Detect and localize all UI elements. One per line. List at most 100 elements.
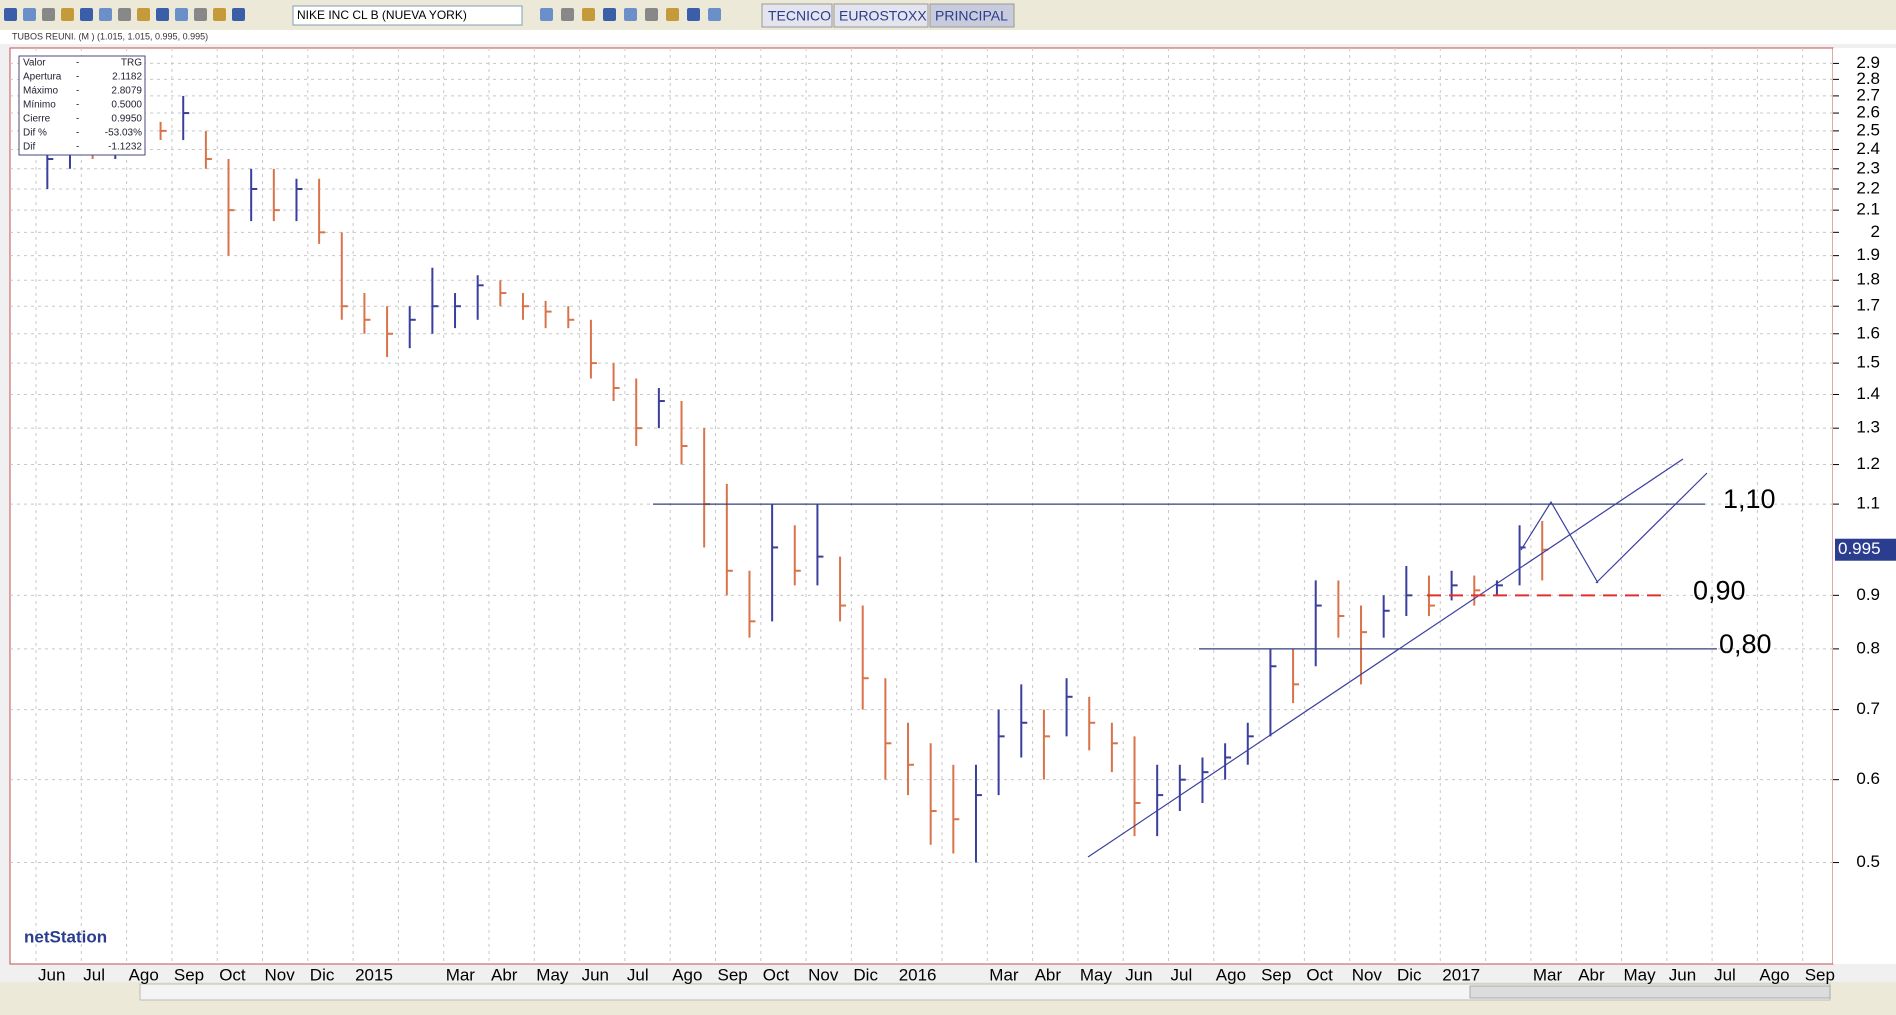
y-tick-label: 1.3	[1856, 418, 1880, 437]
x-tick-label: May	[1080, 965, 1113, 984]
info-value: -53.03%	[105, 128, 142, 139]
level-label: 0,80	[1719, 629, 1772, 659]
symbol-text: NIKE INC CL B (NUEVA YORK)	[297, 8, 467, 22]
toolbar-icon	[61, 8, 74, 21]
toolbar-icon	[582, 8, 595, 21]
tab-label: EUROSTOXX	[839, 8, 927, 24]
y-tick-label: 1.7	[1856, 296, 1880, 315]
info-label: Valor	[23, 58, 46, 69]
x-tick-label: 2015	[355, 965, 393, 984]
y-tick-label: 2.7	[1856, 85, 1880, 104]
tab-active[interactable]	[929, 3, 1015, 28]
levels: 1,10 0,90 0,80	[653, 484, 1776, 659]
x-tick-label: Ago	[1759, 965, 1789, 984]
info-label: Apertura	[23, 72, 62, 83]
toolbar-icon	[194, 8, 207, 21]
info-label: Mínimo	[23, 100, 56, 111]
toolbar-icon	[687, 8, 700, 21]
x-tick-label: 2016	[899, 965, 937, 984]
x-tick-label: Oct	[763, 965, 790, 984]
info-box-frame	[18, 55, 146, 156]
toolbar-icon	[645, 8, 658, 21]
y-tick-label: 2	[1871, 222, 1880, 241]
x-tick-label: Jun	[38, 965, 65, 984]
x-tick-label: Dic	[853, 965, 878, 984]
x-tick-label: Jul	[1171, 965, 1193, 984]
x-tick-label: Jun	[1669, 965, 1696, 984]
price-tag	[1835, 538, 1896, 561]
x-tick-label: May	[1624, 965, 1657, 984]
x-tick-label: Oct	[1306, 965, 1333, 984]
x-tick-label: Ago	[129, 965, 159, 984]
y-tick-label: 0.8	[1856, 638, 1880, 657]
trend-lines	[1087, 458, 1708, 858]
x-tick-label: Nov	[265, 965, 296, 984]
level-label: 0,90	[1693, 575, 1746, 605]
toolbar-icon	[213, 8, 226, 21]
info-sep: -	[76, 72, 79, 83]
x-tick-label: Sep	[174, 965, 204, 984]
toolbar-icon	[80, 8, 93, 21]
info-sep: -	[76, 142, 79, 153]
y-tick-label: 2.5	[1856, 120, 1880, 139]
y-tick-label: 2.3	[1856, 158, 1880, 177]
toolbar-icon	[118, 8, 131, 21]
scroll-thumb[interactable]	[1469, 985, 1831, 999]
tab[interactable]	[833, 3, 929, 28]
toolbar-icon	[175, 8, 188, 21]
y-tick-label: 1.5	[1856, 353, 1880, 372]
y-tick-label: 1.1	[1856, 494, 1880, 513]
toolbar-icon	[561, 8, 574, 21]
x-tick-label: Abr	[1578, 965, 1605, 984]
toolbar-icon	[666, 8, 679, 21]
toolbar-icons	[4, 8, 721, 21]
toolbar-icon	[624, 8, 637, 21]
symbol-input[interactable]	[292, 5, 523, 26]
y-tick-label: 2.1	[1856, 200, 1880, 219]
y-tick-label: 1.9	[1856, 245, 1880, 264]
y-tick-label: 0.9	[1856, 585, 1880, 604]
x-tick-label: Sep	[1805, 965, 1835, 984]
info-sep: -	[76, 128, 79, 139]
x-tick-label: 2017	[1442, 965, 1480, 984]
x-tick-label: Dic	[310, 965, 335, 984]
toolbar-icon	[603, 8, 616, 21]
x-tick-label: Nov	[1352, 965, 1383, 984]
x-tick-label: Jun	[582, 965, 609, 984]
x-tick-label: Sep	[718, 965, 748, 984]
y-tick-label: 2.4	[1856, 139, 1880, 158]
y-tick-label: 2.6	[1856, 103, 1880, 122]
info-sep: -	[76, 86, 79, 97]
info-label: Máximo	[23, 86, 58, 97]
grid	[10, 48, 1839, 964]
plot-area	[9, 47, 1834, 965]
info-box	[18, 55, 146, 156]
info-value: 0.9950	[111, 114, 142, 125]
toolbar-icon	[540, 8, 553, 21]
x-tick-label: Dic	[1397, 965, 1422, 984]
x-tick-label: Jul	[1714, 965, 1736, 984]
info-value: 2.8079	[111, 86, 142, 97]
x-tick-label: Jun	[1125, 965, 1152, 984]
level-label: 1,10	[1723, 484, 1776, 514]
y-tick-label: 0.7	[1856, 699, 1880, 718]
tab[interactable]	[761, 3, 833, 28]
toolbar-icon	[23, 8, 36, 21]
info-value: 0.5000	[111, 100, 142, 111]
x-tick-label: Mar	[446, 965, 476, 984]
y-tick-label: 2.9	[1856, 53, 1880, 72]
y-axis-area	[1833, 48, 1896, 964]
toolbar-icon	[99, 8, 112, 21]
x-tick-label: Nov	[808, 965, 839, 984]
y-tick-label: 2.2	[1856, 178, 1880, 197]
x-tick-label: Abr	[491, 965, 518, 984]
y-tick-label: 0.5	[1856, 852, 1880, 871]
x-tick-label: Mar	[1533, 965, 1563, 984]
x-tick-label: Ago	[1216, 965, 1246, 984]
x-tick-label: Jul	[627, 965, 649, 984]
x-tick-label: Mar	[989, 965, 1019, 984]
x-tick-label: Sep	[1261, 965, 1291, 984]
toolbar-icon	[232, 8, 245, 21]
